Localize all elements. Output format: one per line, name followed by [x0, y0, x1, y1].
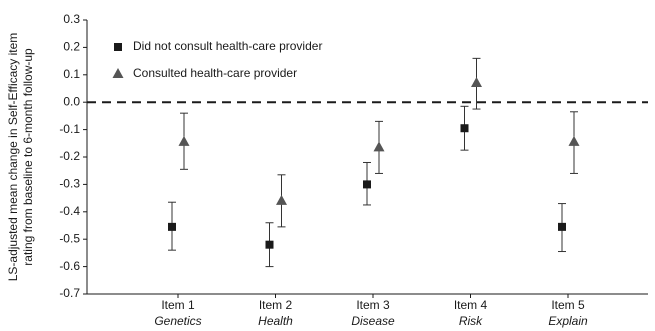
triangle-marker: [373, 141, 385, 152]
y-axis-label-line-1: LS-adjusted mean change in Self-Efficacy…: [6, 33, 20, 282]
triangle-marker: [568, 135, 580, 146]
x-category-label: Item 1: [161, 298, 195, 312]
axes: [86, 20, 648, 295]
y-tick-label: -0.5: [59, 231, 80, 245]
legend-square-marker: [114, 43, 122, 51]
square-marker: [558, 222, 566, 231]
y-axis-label: LS-adjusted mean change in Self-Efficacy…: [6, 33, 35, 282]
y-tick-label: 0.3: [63, 12, 80, 26]
y-tick-label: -0.1: [59, 122, 80, 136]
triangle-marker: [276, 194, 287, 205]
legend-label: Did not consult health-care provider: [133, 39, 322, 53]
y-axis-label-line-2: rating from baseline to 6-month follow-u…: [21, 48, 35, 266]
y-ticks: 0.3 0.2 0.1 0.0 -0.1 -0.2 -0.3 -0.4 -0.5 -0.6 -0.7: [59, 12, 87, 300]
error-bars: [168, 57, 578, 268]
x-category-label: Item 3: [356, 298, 390, 312]
square-marker: [265, 240, 274, 249]
x-category-label: Item 5: [551, 298, 585, 312]
data-markers: [168, 77, 580, 249]
y-tick-label: -0.3: [59, 177, 80, 191]
legend-label: Consulted health-care provider: [133, 66, 297, 80]
legend: Did not consult health-care provider Cons…: [112, 39, 322, 80]
square-marker: [168, 222, 176, 231]
square-marker: [363, 180, 371, 189]
triangle-marker: [471, 77, 482, 88]
x-subcategory-label: Health: [258, 314, 293, 328]
x-subcategory-label: Risk: [459, 314, 483, 328]
x-category-label: Item 2: [259, 298, 293, 312]
y-tick-label: 0.1: [63, 67, 80, 81]
triangle-marker: [178, 135, 190, 146]
x-subcategory-label: Disease: [351, 314, 395, 328]
x-subcategory-label: Genetics: [154, 314, 201, 328]
x-category-label: Item 4: [454, 298, 488, 312]
x-subcategory-label: Explain: [548, 314, 588, 328]
y-tick-label: -0.7: [59, 286, 80, 300]
y-tick-label: 0.2: [63, 40, 80, 54]
x-ticks: Item 1 Genetics Item 2 Health Item 3 Disease I…: [154, 294, 588, 328]
legend-triangle-marker: [112, 68, 124, 78]
square-marker: [460, 124, 469, 133]
y-tick-label: -0.2: [59, 149, 80, 163]
y-tick-label: -0.6: [59, 259, 80, 273]
y-tick-label: -0.4: [59, 204, 80, 218]
y-tick-label: 0.0: [63, 94, 80, 108]
